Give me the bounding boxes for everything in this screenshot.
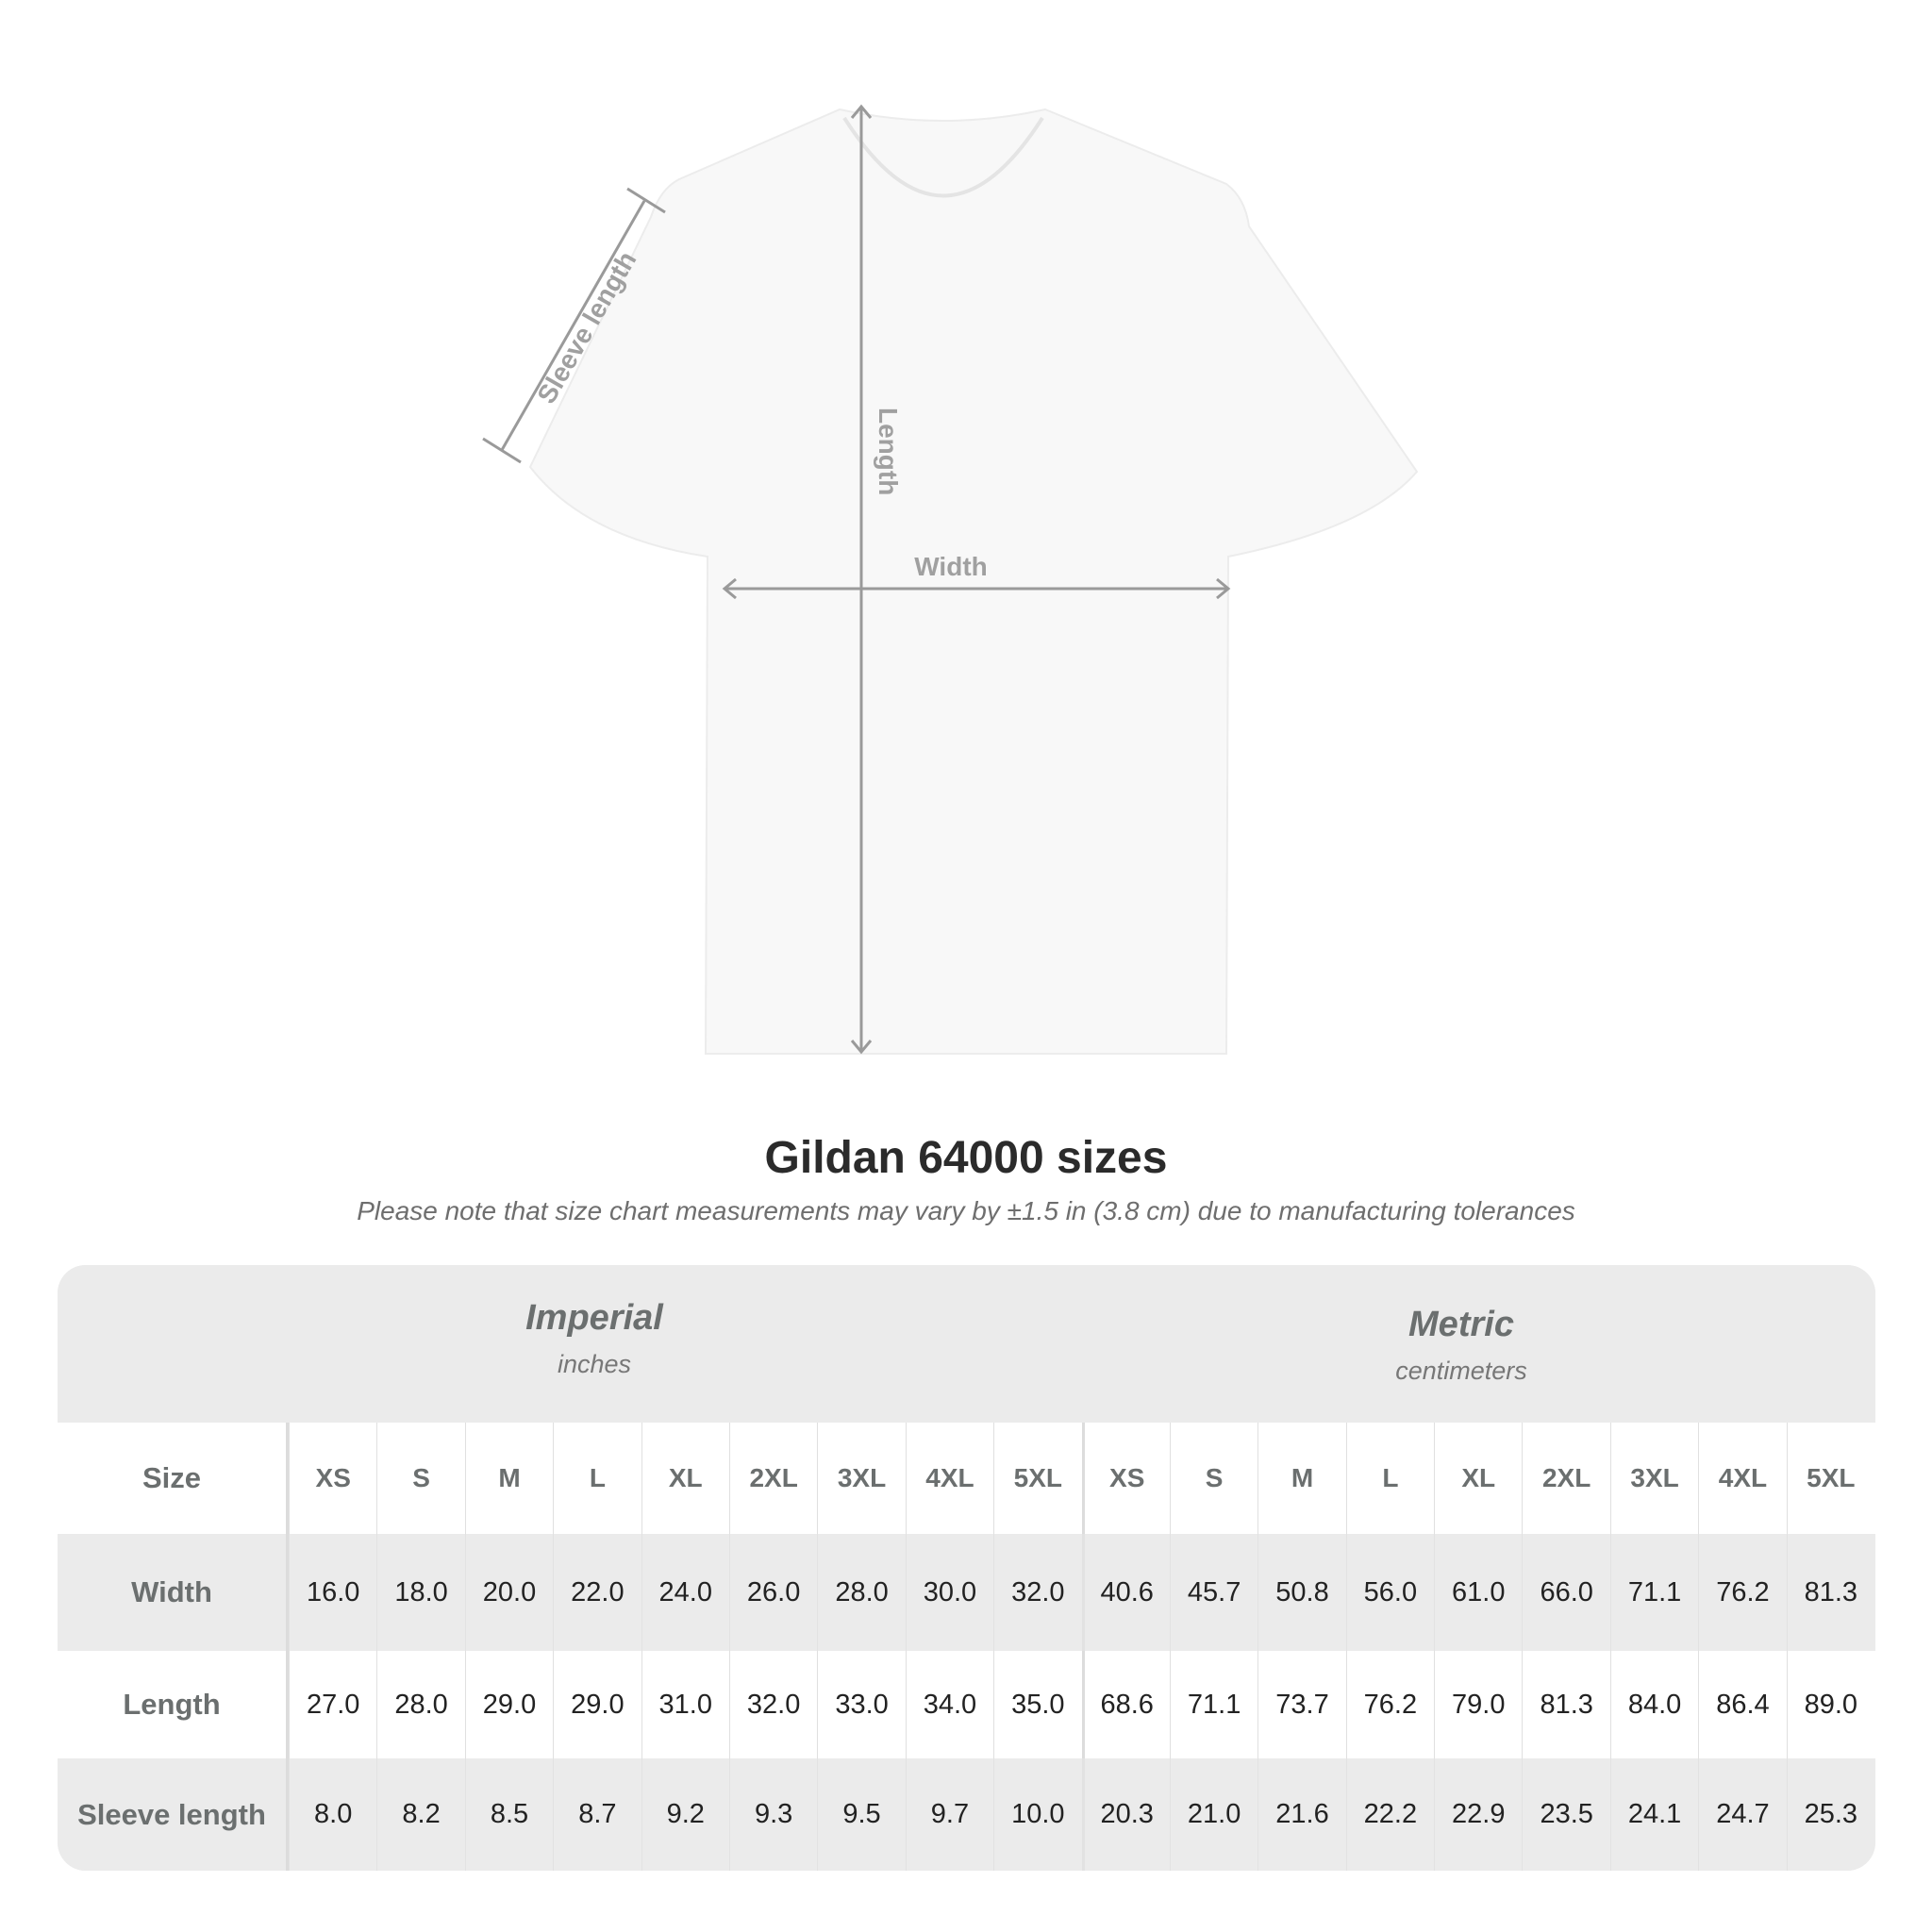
- table-cell: 33.0: [817, 1651, 905, 1758]
- table-cell: 20.0: [464, 1534, 553, 1651]
- table-cell: 9.2: [641, 1758, 729, 1871]
- table-row: Width 16.0 18.0 20.0 22.0 24.0 26.0 28.0 30.0 32…: [58, 1534, 1875, 1651]
- tolerance-note: Please note that size chart measurements…: [357, 1196, 1575, 1225]
- size-header-cell: 4XL: [1698, 1423, 1786, 1534]
- metric-title: Metric: [1408, 1305, 1514, 1344]
- table-cell: 16.0: [289, 1534, 376, 1651]
- tshirt-shape: [528, 108, 1419, 1055]
- table-cell: 21.0: [1169, 1758, 1257, 1871]
- size-header-cell: S: [376, 1423, 464, 1534]
- table-cell: 26.0: [728, 1534, 817, 1651]
- table-cell: 50.8: [1257, 1534, 1345, 1651]
- table-cell: 81.3: [1786, 1534, 1874, 1651]
- table-cell: 76.2: [1345, 1651, 1434, 1758]
- table-cell: 28.0: [817, 1534, 905, 1651]
- table-cell: 27.0: [289, 1651, 376, 1758]
- metric-header: Metric centimeters: [1178, 1305, 1744, 1386]
- imperial-header: Imperial inches: [311, 1298, 877, 1379]
- imperial-title: Imperial: [525, 1298, 663, 1338]
- sleeve-arrow: [500, 200, 646, 451]
- table-cell: 22.9: [1434, 1758, 1522, 1871]
- table-cell: 31.0: [641, 1651, 729, 1758]
- table-row: Length 27.0 28.0 29.0 29.0 31.0 32.0 33.0 34.0 3…: [58, 1651, 1875, 1758]
- table-cell: 8.0: [289, 1758, 376, 1871]
- table-cell: 32.0: [993, 1534, 1081, 1651]
- row-label: Sleeve length: [58, 1758, 289, 1871]
- size-table: Imperial inches Metric centimeters Size …: [58, 1265, 1875, 1871]
- size-header-cell: L: [553, 1423, 641, 1534]
- size-header-cell: 5XL: [993, 1423, 1081, 1534]
- size-label: Size: [58, 1423, 289, 1534]
- size-header-cell: XS: [1081, 1423, 1170, 1534]
- size-header-cell: 5XL: [1786, 1423, 1874, 1534]
- length-label: Length: [874, 408, 903, 495]
- table-cell: 25.3: [1786, 1758, 1874, 1871]
- table-cell: 61.0: [1434, 1534, 1522, 1651]
- table-cell: 10.0: [993, 1758, 1081, 1871]
- tshirt-collar: [842, 116, 1044, 198]
- width-label: Width: [914, 552, 988, 581]
- table-cell: 40.6: [1081, 1534, 1170, 1651]
- size-header-cell: XS: [289, 1423, 376, 1534]
- size-header-cell: M: [1257, 1423, 1345, 1534]
- size-header-cell: 2XL: [728, 1423, 817, 1534]
- row-label: Length: [58, 1651, 289, 1758]
- table-cell: 35.0: [993, 1651, 1081, 1758]
- table-cell: 34.0: [905, 1651, 993, 1758]
- table-cell: 81.3: [1522, 1651, 1609, 1758]
- table-cell: 8.7: [553, 1758, 641, 1871]
- page-title: Gildan 64000 sizes: [764, 1133, 1168, 1183]
- table-cell: 56.0: [1345, 1534, 1434, 1651]
- table-cell: 29.0: [553, 1651, 641, 1758]
- size-header-cell: 3XL: [817, 1423, 905, 1534]
- table-row: Sleeve length 8.0 8.2 8.5 8.7 9.2 9.3 9.5 9.7 10…: [58, 1758, 1875, 1871]
- table-cell: 22.0: [553, 1534, 641, 1651]
- size-header-cell: 2XL: [1522, 1423, 1609, 1534]
- size-header-cell: XL: [1434, 1423, 1522, 1534]
- table-cell: 84.0: [1609, 1651, 1698, 1758]
- table-cell: 23.5: [1522, 1758, 1609, 1871]
- size-header-cell: XL: [641, 1423, 729, 1534]
- table-cell: 9.3: [728, 1758, 817, 1871]
- table-cell: 9.5: [817, 1758, 905, 1871]
- table-cell: 86.4: [1698, 1651, 1786, 1758]
- size-row: Size XS S M L XL 2XL 3XL 4XL 5XL XS S M L XL 2XL 3XL 4XL…: [58, 1423, 1875, 1534]
- tshirt-diagram: Sleeve length Length Width: [482, 104, 1419, 1055]
- table-header: Imperial inches Metric centimeters: [58, 1265, 1875, 1423]
- table-cell: 24.7: [1698, 1758, 1786, 1871]
- table-cell: 89.0: [1786, 1651, 1874, 1758]
- size-header-cell: L: [1345, 1423, 1434, 1534]
- table-cell: 30.0: [905, 1534, 993, 1651]
- table-cell: 29.0: [464, 1651, 553, 1758]
- table-cell: 21.6: [1257, 1758, 1345, 1871]
- table-cell: 73.7: [1257, 1651, 1345, 1758]
- table-cell: 28.0: [376, 1651, 464, 1758]
- row-label: Width: [58, 1534, 289, 1651]
- table-cell: 24.1: [1609, 1758, 1698, 1871]
- table-cell: 71.1: [1169, 1651, 1257, 1758]
- metric-unit: centimeters: [1395, 1357, 1527, 1385]
- table-cell: 20.3: [1081, 1758, 1170, 1871]
- table-cell: 45.7: [1169, 1534, 1257, 1651]
- table-cell: 68.6: [1081, 1651, 1170, 1758]
- table-cell: 18.0: [376, 1534, 464, 1651]
- table-cell: 32.0: [728, 1651, 817, 1758]
- table-cell: 76.2: [1698, 1534, 1786, 1651]
- table-cell: 79.0: [1434, 1651, 1522, 1758]
- table-cell: 8.5: [464, 1758, 553, 1871]
- size-header-cell: 3XL: [1609, 1423, 1698, 1534]
- table-cell: 66.0: [1522, 1534, 1609, 1651]
- size-header-cell: 4XL: [905, 1423, 993, 1534]
- table-cell: 24.0: [641, 1534, 729, 1651]
- table-cell: 71.1: [1609, 1534, 1698, 1651]
- size-header-cell: M: [464, 1423, 553, 1534]
- table-cell: 9.7: [905, 1758, 993, 1871]
- table-cell: 8.2: [376, 1758, 464, 1871]
- table-cell: 22.2: [1345, 1758, 1434, 1871]
- imperial-unit: inches: [557, 1350, 632, 1378]
- size-header-cell: S: [1169, 1423, 1257, 1534]
